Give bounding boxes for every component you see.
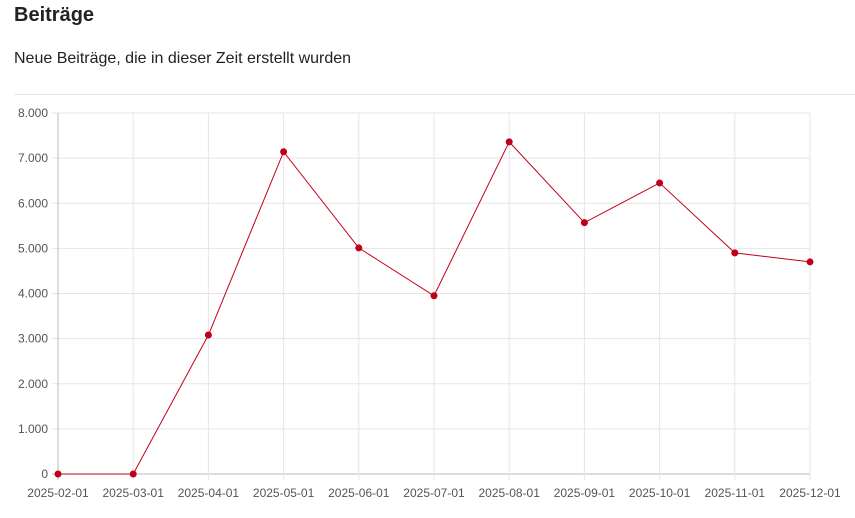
data-point bbox=[505, 138, 513, 146]
data-point bbox=[731, 249, 739, 257]
y-tick-label: 6.000 bbox=[18, 196, 48, 210]
x-tick-label: 2025-05-01 bbox=[253, 486, 315, 500]
data-point bbox=[204, 331, 212, 339]
x-tick-label: 2025-04-01 bbox=[178, 486, 240, 500]
x-tick-label: 2025-03-01 bbox=[103, 486, 165, 500]
x-tick-label: 2025-09-01 bbox=[554, 486, 616, 500]
y-tick-label: 7.000 bbox=[18, 151, 48, 165]
y-tick-label: 4.000 bbox=[18, 287, 48, 301]
page-subtitle: Neue Beiträge, die in dieser Zeit erstel… bbox=[14, 50, 352, 67]
x-tick-label: 2025-02-01 bbox=[27, 486, 89, 500]
x-tick-label: 2025-10-01 bbox=[629, 486, 691, 500]
x-tick-label: 2025-06-01 bbox=[328, 486, 390, 500]
data-point bbox=[430, 292, 438, 300]
divider bbox=[14, 94, 855, 95]
data-point bbox=[806, 258, 814, 266]
y-tick-label: 5.000 bbox=[18, 241, 48, 255]
page-title: Beiträge bbox=[14, 4, 95, 26]
x-tick-label: 2025-11-01 bbox=[705, 486, 766, 500]
x-tick-label: 2025-08-01 bbox=[479, 486, 541, 500]
y-tick-label: 2.000 bbox=[18, 377, 48, 391]
data-point bbox=[280, 148, 288, 156]
y-tick-label: 8.000 bbox=[18, 106, 48, 120]
x-tick-label: 2025-07-01 bbox=[403, 486, 465, 500]
data-point bbox=[129, 470, 137, 478]
y-tick-label: 1.000 bbox=[18, 422, 48, 436]
data-point bbox=[54, 470, 62, 478]
y-tick-label: 3.000 bbox=[18, 332, 48, 346]
data-point bbox=[580, 219, 588, 227]
data-point bbox=[355, 244, 363, 252]
y-tick-label: 0 bbox=[41, 467, 48, 481]
data-point bbox=[656, 179, 664, 187]
x-tick-label: 2025-12-01 bbox=[779, 486, 841, 500]
